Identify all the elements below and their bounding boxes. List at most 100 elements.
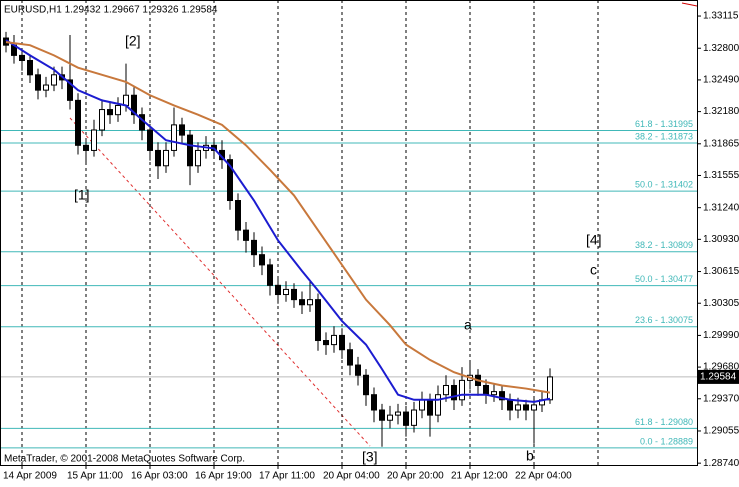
- candle-body: [243, 229, 249, 241]
- price-box-label: 1.29584: [700, 372, 737, 383]
- y-tick-label: 1.30615: [703, 266, 739, 277]
- candle-body: [195, 149, 201, 167]
- fib-level-label: 38.2 - 1.31873: [635, 131, 693, 141]
- candle-body: [459, 379, 465, 401]
- y-tick-label: 1.29680: [703, 362, 739, 373]
- candle-body: [443, 384, 449, 396]
- candle-body: [107, 109, 113, 116]
- candle-body: [83, 144, 89, 151]
- candle-body: [251, 239, 257, 256]
- candle-body: [499, 391, 505, 401]
- candle-body: [507, 399, 513, 411]
- candle-body: [171, 124, 177, 151]
- chart-title: EURUSD,H1 1.29432 1.29667 1.29326 1.2958…: [4, 5, 218, 16]
- candle-body: [427, 399, 433, 416]
- candle-body: [403, 411, 409, 426]
- candle-body: [51, 74, 57, 86]
- y-tick-label: 1.29055: [703, 426, 739, 437]
- candle-body: [67, 79, 73, 101]
- candle-body: [283, 288, 289, 296]
- moving-average: [5, 39, 551, 403]
- candle-body: [523, 404, 529, 411]
- candle-body: [395, 411, 401, 416]
- wave-label: b: [526, 448, 534, 464]
- wave-label: [2]: [125, 33, 141, 49]
- y-tick-label: 1.30305: [703, 298, 739, 309]
- candle-body: [379, 409, 385, 421]
- candle-body: [123, 94, 129, 106]
- candle-body: [155, 149, 161, 167]
- candle-body: [19, 54, 25, 62]
- price-box: [697, 369, 739, 384]
- x-tick-label: 17 Apr 11:00: [259, 471, 315, 482]
- candle-body: [179, 124, 185, 136]
- moving-average: [5, 41, 551, 394]
- candle-body: [307, 299, 313, 306]
- candle-body: [227, 159, 233, 202]
- candle-body: [235, 200, 241, 231]
- fib-level-label: 50.0 - 1.31402: [635, 179, 693, 189]
- candle-body: [371, 394, 377, 411]
- candle-body: [531, 404, 537, 411]
- candle-body: [315, 299, 321, 342]
- y-tick-label: 1.30930: [703, 234, 739, 245]
- candle-body: [491, 391, 497, 396]
- y-tick-label: 1.29370: [703, 393, 739, 404]
- candle-body: [27, 60, 33, 76]
- y-tick-label: 1.28740: [703, 458, 739, 469]
- candle-body: [411, 409, 417, 426]
- y-tick-label: 1.32490: [703, 75, 739, 86]
- candle-body: [347, 349, 353, 366]
- fib-level-label: 23.6 - 1.30075: [635, 315, 693, 325]
- fib-level-label: 61.8 - 1.31995: [635, 119, 693, 129]
- candle-body: [483, 384, 489, 396]
- y-tick-label: 1.31555: [703, 170, 739, 181]
- candle-body: [419, 399, 425, 411]
- candle-body: [99, 109, 105, 131]
- candle-body: [275, 284, 281, 296]
- y-tick-label: 1.31865: [703, 138, 739, 149]
- candle-body: [363, 374, 369, 396]
- wave-label: [1]: [74, 187, 90, 203]
- trend-line: [69, 117, 371, 447]
- y-tick-label: 1.31240: [703, 202, 739, 213]
- x-tick-label: 16 Apr 19:00: [195, 471, 252, 482]
- x-tick-label: 21 Apr 12:00: [451, 471, 508, 482]
- plot: 61.8 - 1.31995 38.2 - 1.31873 50.0 - 1.314…: [0, 0, 697, 465]
- wave-label: a: [464, 317, 472, 333]
- candle-body: [547, 376, 553, 401]
- candle-body: [387, 414, 393, 421]
- candle-body: [259, 254, 265, 266]
- plot-frame: [0, 0, 698, 466]
- candle-body: [187, 134, 193, 167]
- y-tick-label: 1.32800: [703, 43, 739, 54]
- fib-level-label: 0.0 - 1.28889: [640, 436, 693, 446]
- candle-body: [291, 288, 297, 301]
- y-tick-label: 1.29990: [703, 330, 739, 341]
- candle-body: [115, 104, 121, 116]
- candle-body: [339, 334, 345, 351]
- candle-body: [323, 340, 329, 346]
- candle-body: [35, 74, 41, 91]
- x-tick-label: 22 Apr 04:00: [515, 471, 572, 482]
- wave-label: [3]: [362, 449, 378, 465]
- fib-level-label: 38.2 - 1.30809: [635, 240, 693, 250]
- candle-body: [355, 364, 361, 376]
- candle-body: [147, 129, 153, 151]
- x-tick-label: 20 Apr 20:00: [387, 471, 444, 482]
- candle-body: [131, 94, 137, 116]
- copyright: MetaTrader, © 2001-2008 MetaQuotes Softw…: [4, 454, 245, 465]
- candle-body: [91, 129, 97, 151]
- candle-body: [299, 299, 305, 306]
- candle-body: [267, 264, 273, 286]
- candle-body: [331, 334, 337, 346]
- fib-level-label: 50.0 - 1.30477: [635, 274, 693, 284]
- fib-level-label: 61.8 - 1.29080: [635, 417, 693, 427]
- y-tick-label: 1.33115: [703, 11, 739, 22]
- wave-label: [4]: [586, 232, 602, 248]
- y-tick-label: 1.32180: [703, 106, 739, 117]
- x-tick-label: 16 Apr 03:00: [131, 471, 188, 482]
